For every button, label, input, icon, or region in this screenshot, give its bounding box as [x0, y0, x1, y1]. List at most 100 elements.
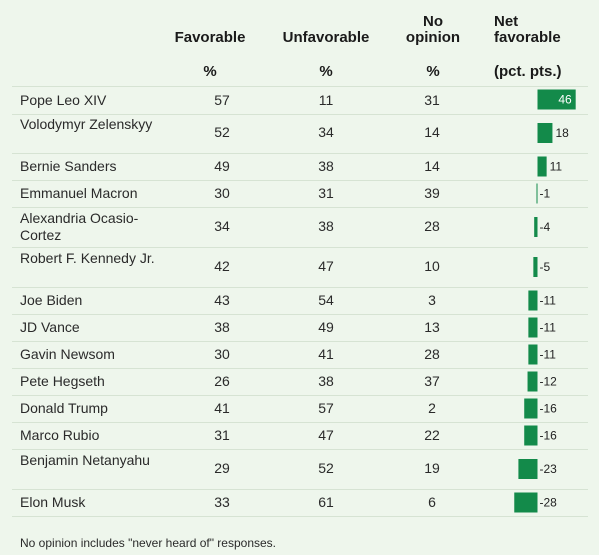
row-name: Alexandria Ocasio-Cortez	[20, 210, 139, 243]
table-row: Robert F. Kennedy Jr. 42 47 10	[12, 247, 588, 288]
net-label: -11	[540, 294, 557, 308]
net-bar	[527, 371, 538, 392]
unfavorable-value: 49	[318, 318, 334, 335]
favorable-value: 41	[214, 399, 230, 416]
net-bar	[537, 89, 576, 110]
favorable-value: 29	[214, 460, 230, 476]
header-unfavorable-unit: %	[319, 63, 333, 80]
favorable-value: 34	[214, 218, 230, 234]
favorable-value: 38	[214, 318, 230, 335]
net-bar	[537, 123, 553, 143]
header-net-favorable: Net favorable (pct. pts.)	[494, 14, 584, 80]
no-opinion-value: 10	[424, 258, 440, 274]
net-label: -11	[540, 348, 557, 362]
net-bar	[514, 492, 538, 513]
table-row: Pete Hegseth 26 38 37	[12, 368, 588, 396]
table-row: Joe Biden 43 54 3	[12, 287, 588, 315]
header-no-opinion: No opinion %	[397, 14, 469, 80]
no-opinion-value: 13	[424, 318, 440, 335]
unfavorable-value: 11	[318, 91, 334, 108]
favorable-value: 57	[214, 91, 230, 108]
net-label: -16	[540, 429, 558, 443]
net-bar	[524, 398, 538, 419]
table-row: Bernie Sanders 49 38 14	[12, 153, 588, 181]
row-name: Joe Biden	[20, 292, 83, 308]
table-row: Marco Rubio 31 47 22	[12, 422, 588, 450]
row-name: Marco Rubio	[20, 427, 100, 443]
table-row: Volodymyr Zelenskyy 52 34 14	[12, 113, 588, 154]
unfavorable-value: 31	[318, 184, 334, 201]
net-label: 46	[558, 93, 572, 107]
net-label: -16	[540, 402, 558, 416]
table-row: Alexandria Ocasio-Cortez 34 38 28	[12, 207, 588, 248]
row-name: Emmanuel Macron	[20, 185, 138, 201]
favorable-value: 33	[214, 493, 230, 510]
no-opinion-value: 37	[424, 372, 440, 389]
row-name: Gavin Newsom	[20, 346, 115, 362]
footnote: No opinion includes "never heard of" res…	[20, 536, 277, 550]
net-bar	[533, 257, 538, 277]
row-name: Robert F. Kennedy Jr.	[20, 250, 155, 266]
unfavorable-value: 57	[318, 399, 334, 416]
unfavorable-value: 47	[318, 426, 334, 443]
unfavorable-value: 38	[318, 157, 334, 174]
unfavorable-value: 34	[318, 124, 334, 140]
unfavorable-value: 41	[318, 345, 334, 362]
net-label: -5	[540, 260, 551, 274]
net-label: -12	[540, 375, 558, 389]
net-bar	[534, 217, 538, 237]
net-label: 18	[555, 126, 569, 140]
net-bar	[528, 317, 538, 338]
row-name: Donald Trump	[20, 400, 108, 416]
unfavorable-value: 61	[318, 493, 334, 510]
row-name: Elon Musk	[20, 494, 86, 510]
unfavorable-value: 38	[318, 372, 334, 389]
row-name: Bernie Sanders	[20, 158, 117, 174]
row-name: Benjamin Netanyahu	[20, 452, 150, 468]
table-row: Emmanuel Macron 30 31 39	[12, 180, 588, 208]
header-unfavorable-label: Unfavorable	[282, 29, 370, 46]
favorable-value: 43	[214, 291, 230, 308]
header-net-label: Net favorable	[494, 13, 561, 46]
header-net-unit: (pct. pts.)	[494, 63, 562, 80]
favorable-value: 52	[214, 124, 230, 140]
net-bar	[524, 425, 538, 446]
favorable-value: 42	[214, 258, 230, 274]
no-opinion-value: 39	[424, 184, 440, 201]
favorable-value: 31	[214, 426, 230, 443]
table-row: Gavin Newsom 30 41 28	[12, 341, 588, 369]
header-favorable-label: Favorable	[174, 29, 246, 46]
net-bar	[537, 156, 547, 177]
header-no-opinion-label: No opinion	[405, 13, 461, 46]
header-favorable: Favorable %	[168, 30, 252, 80]
no-opinion-value: 31	[424, 91, 440, 108]
net-bar	[528, 344, 538, 365]
row-name: JD Vance	[20, 319, 80, 335]
net-label: -1	[540, 187, 551, 201]
unfavorable-value: 38	[318, 218, 334, 234]
net-label: 11	[550, 160, 563, 174]
table-row: Pope Leo XIV 57 11 31	[12, 86, 588, 115]
net-label: -23	[540, 462, 558, 476]
table-row: Benjamin Netanyahu 29 52 19	[12, 449, 588, 490]
unfavorable-value: 54	[318, 291, 334, 308]
no-opinion-value: 2	[428, 399, 436, 416]
favorable-value: 49	[214, 157, 230, 174]
table-row: JD Vance 38 49 13	[12, 314, 588, 342]
row-name: Pope Leo XIV	[20, 92, 107, 108]
unfavorable-value: 47	[318, 258, 334, 274]
favorable-value: 30	[214, 345, 230, 362]
header-unfavorable: Unfavorable %	[276, 30, 376, 80]
no-opinion-value: 6	[428, 493, 436, 510]
favorable-value: 30	[214, 184, 230, 201]
row-name: Pete Hegseth	[20, 373, 105, 389]
no-opinion-value: 3	[428, 291, 436, 308]
net-label: -4	[540, 220, 551, 234]
no-opinion-value: 28	[424, 218, 440, 234]
no-opinion-value: 22	[424, 426, 440, 443]
net-bar	[536, 183, 538, 204]
favorable-value: 26	[214, 372, 230, 389]
row-name: Volodymyr Zelenskyy	[20, 116, 153, 132]
table-row: Donald Trump 41 57 2	[12, 395, 588, 423]
